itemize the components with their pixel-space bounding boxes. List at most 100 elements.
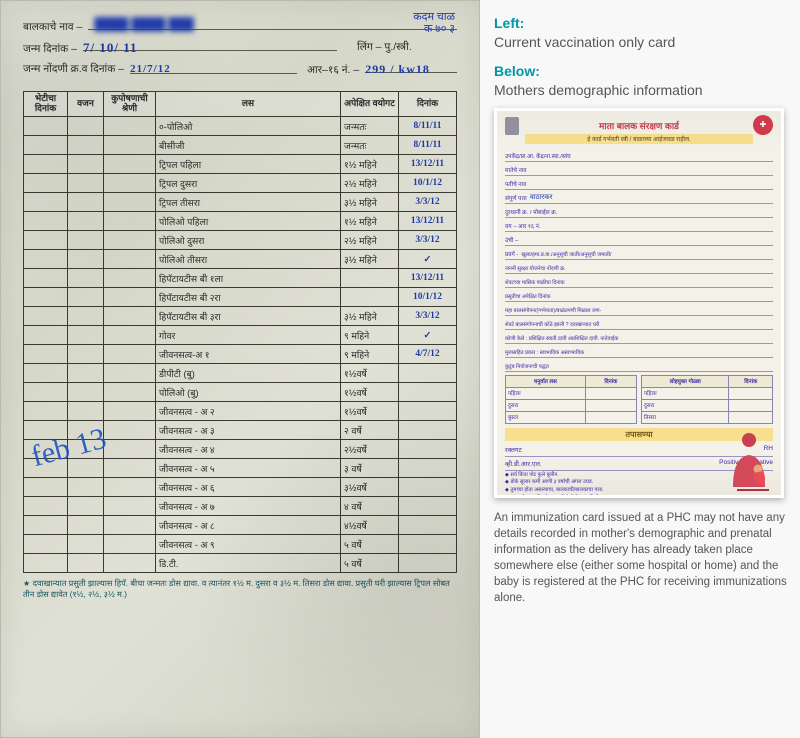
table-row: हिपॅटायटीस बी ३रा३½ महिने3/3/12	[24, 307, 457, 326]
cell-weight	[68, 117, 104, 136]
table-row: हिपॅटायटीस बी १ला13/12/11	[24, 269, 457, 288]
cell-visit	[24, 497, 68, 516]
table-row: ट्रिपल तीसरा३½ महिने3/3/12	[24, 193, 457, 212]
right-column: Left: Current vaccination only card Belo…	[480, 0, 800, 738]
table-row: बुस्टर	[506, 411, 637, 423]
cell-age: ३½ महिने	[341, 193, 399, 212]
cell-malnutrition	[104, 516, 156, 535]
category-row: प्रवर्ग - खुला/इमा.प्र.वा./अनुसूची जाती/…	[505, 246, 773, 260]
cell-visit	[24, 231, 68, 250]
cell-weight	[68, 421, 104, 440]
reg-row: जन्म नोंदणी क्र.व दिनांक – 21/7/12	[23, 62, 297, 77]
cell-weight	[68, 307, 104, 326]
cell-vaccine: हिपॅटायटीस बी ३रा	[156, 307, 341, 326]
cell-date	[399, 440, 457, 459]
mother-card-title: माता बालक संरक्षण कार्ड	[505, 119, 773, 132]
ir-hdr: लोहयुक्त गोळ्या	[642, 375, 729, 387]
cell-visit	[24, 269, 68, 288]
cell-weight	[68, 364, 104, 383]
explanation-text: An immunization card issued at a PHC may…	[494, 510, 790, 607]
table-row: जीवनसत्व - अ ७४ वर्षे	[24, 497, 457, 516]
cell-age: २½ महिने	[341, 174, 399, 193]
table-row: पोलिओ दुसरा२½ महिने3/3/12	[24, 231, 457, 250]
table-row: ०-पोलिओजन्मतः8/11/11	[24, 117, 457, 136]
cell-malnutrition	[104, 231, 156, 250]
cell-age: ४ वर्षे	[341, 497, 399, 516]
cell-malnutrition	[104, 440, 156, 459]
cell-visit	[24, 307, 68, 326]
cell-visit	[24, 516, 68, 535]
mother-field-label: कोणी केले : प्रशिक्षित स्वाती.दायी अप्रश…	[505, 334, 618, 342]
table-row: जीवनसत्व - अ ६३½वर्षे	[24, 478, 457, 497]
cell-age: ३ वर्षे	[341, 459, 399, 478]
dose-date	[585, 411, 636, 423]
cell-visit	[24, 345, 68, 364]
cell-malnutrition	[104, 193, 156, 212]
cell-weight	[68, 554, 104, 573]
cell-vaccine: जीवनसत्व-अ १	[156, 345, 341, 364]
mother-field-label: महा बालसंगोपन/(गर्भपाता)/बाळंतपणी मिळाल …	[505, 306, 601, 314]
mother-child-icon	[723, 429, 775, 491]
cell-age: ४½वर्षे	[341, 516, 399, 535]
cell-malnutrition	[104, 155, 156, 174]
cell-vaccine: बीसीजी	[156, 136, 341, 155]
cell-malnutrition	[104, 554, 156, 573]
cell-vaccine: जीवनसत्व - अ ३	[156, 421, 341, 440]
mother-field-row: उंची –	[505, 232, 773, 246]
cell-malnutrition	[104, 326, 156, 345]
dose-name: दुसरा	[506, 399, 586, 411]
dose-name: बुस्टर	[506, 411, 586, 423]
cell-vaccine: डि.टी.	[156, 554, 341, 573]
cell-visit	[24, 326, 68, 345]
test-label: रक्तगट	[505, 445, 522, 454]
cell-vaccine: डीपीटी (बु)	[156, 364, 341, 383]
cell-date: 10/1/12	[399, 174, 457, 193]
tt-date-hdr: दिनांक	[585, 375, 636, 387]
cell-date: 8/11/11	[399, 117, 457, 136]
cell-date: 10/1/12	[399, 288, 457, 307]
test-label: व्ही.डी.आर.एल.	[505, 459, 542, 468]
cell-vaccine: ट्रिपल दुसरा	[156, 174, 341, 193]
cell-visit	[24, 193, 68, 212]
mother-field-label: प्रसूतीचा अपेक्षित दिनांक	[505, 292, 551, 300]
hdr-visit: भेटीचा दिनांक	[24, 92, 68, 117]
table-row: पोलिओ पहिला१½ महिने13/12/11	[24, 212, 457, 231]
table-row: जीवनसत्व - अ ४२½वर्षे	[24, 440, 457, 459]
mother-field-label: कुटुंब नियोजनाची पद्धत	[505, 362, 549, 370]
category-prefix: प्रवर्ग -	[505, 250, 518, 258]
category-options: खुला/इमा.प्र.वा./अनुसूची जाती/अनुसूची जम…	[521, 250, 611, 258]
cell-age: २½ महिने	[341, 231, 399, 250]
table-row: डि.टी.५ वर्षे	[24, 554, 457, 573]
mother-field-label: मुलासहित प्रकार : स्वाभाविक अस्वाभाविक	[505, 348, 584, 356]
mother-field-label: शेवटच्या मासिक पाळीचा दिनांक	[505, 278, 565, 286]
mother-field-label: शेवटे बालसंगोपनाची कोठे झाली ? दवाखान्या…	[505, 320, 599, 328]
cell-age: १½वर्षे	[341, 383, 399, 402]
table-row: गोवर९ महिने✓	[24, 326, 457, 345]
reg-label: जन्म नोंदणी क्र.व दिनांक –	[23, 62, 124, 76]
cell-malnutrition	[104, 535, 156, 554]
cell-age: ३½वर्षे	[341, 478, 399, 497]
table-row: दुसरा	[506, 399, 637, 411]
hdr-age: अपेक्षित वयोगट	[341, 92, 399, 117]
bullet-item: याचा जेवा प्रसूतिपूर्व तपासणी केलेली असा…	[505, 495, 773, 498]
cell-malnutrition	[104, 364, 156, 383]
cell-visit	[24, 440, 68, 459]
cell-malnutrition	[104, 174, 156, 193]
table-row: पहिला	[506, 387, 637, 399]
cell-weight	[68, 459, 104, 478]
mother-field-row: उपकेंद्र/प्रा.आ. केंद्र/ना.स्वा./सांघ	[505, 148, 773, 162]
cell-date	[399, 383, 457, 402]
cell-date	[399, 535, 457, 554]
cell-vaccine: हिपॅटायटीस बी २रा	[156, 288, 341, 307]
r16-label: आर–१६ नं. –	[307, 63, 359, 77]
cell-vaccine: जीवनसत्व - अ ८	[156, 516, 341, 535]
caption-below-desc: Mothers demographic information	[494, 82, 703, 98]
cell-vaccine: जीवनसत्व - अ ४	[156, 440, 341, 459]
footnote-text: ★ दवाखान्यात प्रसुती झाल्यास हिपॅ. बीचा …	[23, 579, 450, 598]
cell-age: १½ महिने	[341, 155, 399, 174]
dose-date	[729, 411, 773, 423]
cell-age: जन्मतः	[341, 136, 399, 155]
cell-age: २½वर्षे	[341, 440, 399, 459]
cell-weight	[68, 288, 104, 307]
gender-label: लिंग – पु./स्त्री.	[357, 40, 412, 54]
